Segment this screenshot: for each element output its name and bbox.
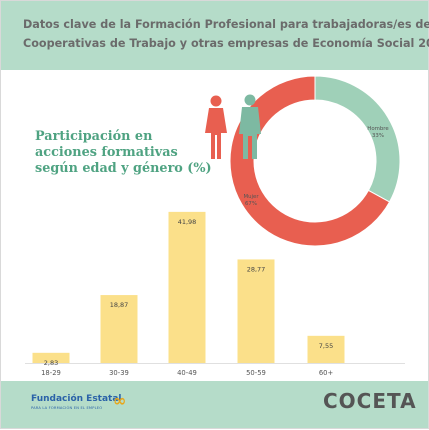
bar-50-59 bbox=[237, 259, 275, 363]
x-tick-label: 40-49 bbox=[177, 369, 197, 377]
fundacion-logo-icon: ∞ bbox=[113, 391, 127, 410]
bar-18-29 bbox=[32, 352, 70, 363]
donut-value-label: 67% bbox=[245, 201, 257, 207]
bar-value-label: 18,87 bbox=[110, 301, 129, 309]
male-person-icon bbox=[239, 94, 261, 159]
header-title-line2: Cooperativas de Trabajo y otras empresas… bbox=[23, 37, 429, 50]
bar-60+ bbox=[307, 335, 345, 363]
bar-value-label: 28,77 bbox=[247, 265, 266, 273]
coceta-logo: COCETA bbox=[323, 389, 417, 413]
chart-subtitle-line1: Participación en bbox=[35, 129, 153, 144]
x-tick-label: 30-39 bbox=[109, 369, 129, 377]
bar-value-label: 7,55 bbox=[319, 342, 333, 350]
donut-slice-hombre bbox=[314, 75, 401, 203]
header-title-line1: Datos clave de la Formación Profesional … bbox=[23, 18, 429, 31]
fundacion-estatal-logo-text: Fundación Estatal bbox=[31, 394, 122, 404]
chart-subtitle-line3: según edad y género (%) bbox=[35, 161, 212, 176]
x-tick-label: 18-29 bbox=[41, 369, 61, 377]
x-axis-line bbox=[25, 363, 405, 364]
gender-icons bbox=[205, 94, 261, 159]
fundacion-estatal-tagline: PARA LA FORMACIÓN EN EL EMPLEO bbox=[31, 406, 103, 410]
footer-band bbox=[1, 381, 428, 428]
bar-value-label: 2,83 bbox=[44, 359, 58, 367]
donut-value-label: 33% bbox=[372, 133, 384, 139]
donut-category-label: Hombre bbox=[367, 126, 389, 132]
bar-value-label: 41,98 bbox=[178, 218, 197, 226]
female-person-icon bbox=[205, 95, 227, 159]
x-tick-label: 60+ bbox=[319, 369, 333, 377]
donut-slice-mujer bbox=[229, 75, 391, 247]
bar-chart: 2,83 18-29 18,87 30-39 41,98 40-49 28,77 50-59 7… bbox=[32, 211, 345, 377]
bar-40-49 bbox=[168, 211, 206, 363]
bar-30-39 bbox=[100, 295, 138, 363]
chart-subtitle-line2: acciones formativas bbox=[35, 145, 178, 160]
donut-category-label: Mujer bbox=[243, 194, 259, 200]
header-band bbox=[1, 1, 428, 70]
x-tick-label: 50-59 bbox=[246, 369, 266, 377]
